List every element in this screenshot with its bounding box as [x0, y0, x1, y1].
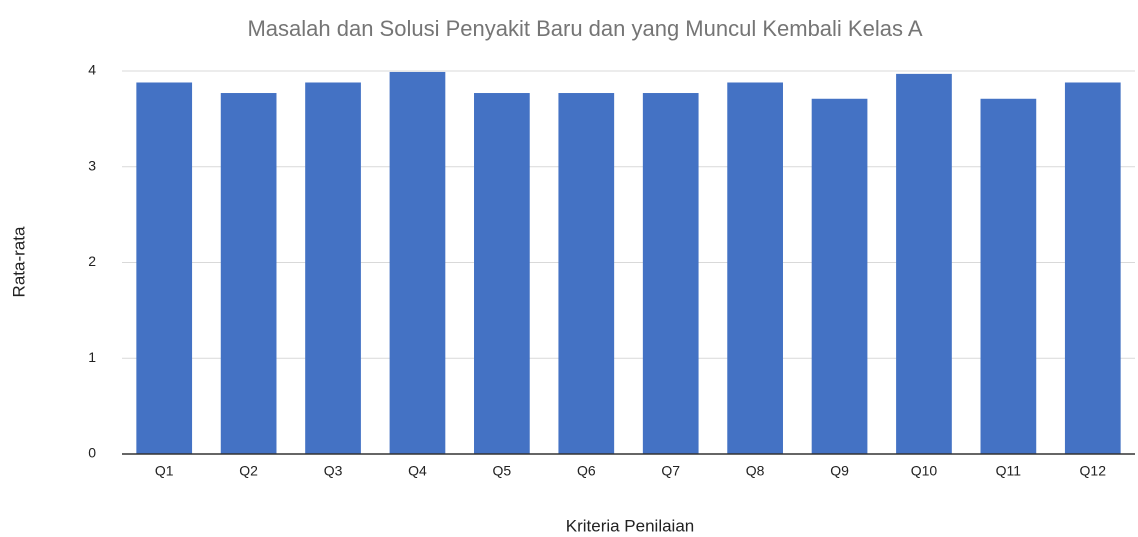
- bar: [389, 71, 446, 455]
- y-axis-label: Rata-rata: [9, 226, 28, 297]
- bar: [642, 93, 699, 455]
- y-tick-label: 2: [88, 253, 96, 269]
- chart-title: Masalah dan Solusi Penyakit Baru dan yan…: [247, 16, 922, 41]
- x-tick-label: Q8: [746, 463, 765, 479]
- bar: [558, 93, 615, 455]
- bar: [811, 98, 868, 454]
- bar: [980, 98, 1037, 454]
- y-tick-label: 3: [88, 157, 96, 173]
- x-tick-label: Q10: [911, 463, 938, 479]
- x-tick-label: Q2: [239, 463, 258, 479]
- y-tick-label: 0: [88, 445, 96, 461]
- bar: [1064, 82, 1121, 455]
- x-tick-label: Q7: [661, 463, 680, 479]
- x-tick-label: Q5: [493, 463, 512, 479]
- x-tick-label: Q1: [155, 463, 174, 479]
- x-tick-label: Q4: [408, 463, 427, 479]
- bar: [220, 93, 277, 455]
- bar: [305, 82, 361, 455]
- bar: [474, 93, 530, 455]
- x-tick-label: Q3: [324, 463, 343, 479]
- bar: [727, 82, 783, 455]
- bar: [136, 82, 193, 455]
- y-tick-label: 4: [88, 62, 96, 78]
- x-tick-label: Q9: [830, 463, 849, 479]
- bar: [896, 73, 952, 454]
- x-axis-label: Kriteria Penilaian: [566, 516, 695, 535]
- x-tick-label: Q12: [1080, 463, 1107, 479]
- x-tick-label: Q11: [996, 463, 1022, 479]
- x-tick-label: Q6: [577, 463, 596, 479]
- y-tick-label: 1: [88, 349, 96, 365]
